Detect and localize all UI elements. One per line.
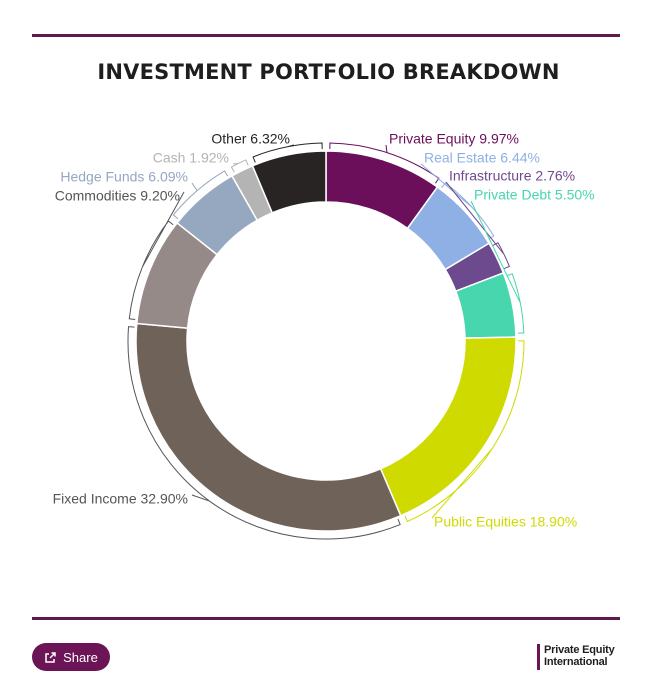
slice-label-hedge-funds: Hedge Funds 6.09%: [60, 169, 188, 185]
slice-labels-layer: Private Equity 9.97% Real Estate 6.44% Inf…: [53, 131, 595, 530]
slice-label-commodities: Commodities 9.20%: [55, 188, 180, 204]
share-button[interactable]: Share: [32, 643, 110, 671]
chart-title: INVESTMENT PORTFOLIO BREAKDOWN: [97, 60, 560, 84]
slice-label-fixed-income: Fixed Income 32.90%: [53, 491, 188, 507]
slice-label-public-equities: Public Equities 18.90%: [434, 514, 577, 530]
slices-layer: [135, 150, 517, 532]
leader-lines-layer: [127, 142, 525, 540]
brand-line-1: Private Equity: [544, 644, 615, 656]
leader-line-cash: [230, 159, 249, 173]
leader-line-real-estate: [420, 163, 495, 240]
leader-line-public-equities: [404, 340, 525, 523]
leader-line-commodities: [128, 191, 185, 320]
leader-line-hedge-funds: [172, 170, 229, 220]
slice-fixed-income[interactable]: [135, 322, 402, 532]
share-icon: [45, 651, 56, 663]
bottom-divider: [32, 617, 620, 620]
brand-line-2: International: [544, 656, 608, 668]
slice-label-cash: Cash 1.92%: [153, 150, 229, 166]
slice-public-equities[interactable]: [379, 336, 517, 517]
slice-label-private-equity: Private Equity 9.97%: [389, 131, 519, 147]
leader-line-infrastructure: [445, 181, 511, 270]
brand-logo: Private Equity International: [537, 644, 615, 670]
leader-line-other: [252, 142, 323, 163]
share-label: Share: [63, 649, 98, 665]
leader-line-private-debt: [470, 200, 525, 334]
slice-label-infrastructure: Infrastructure 2.76%: [449, 168, 575, 184]
slice-label-other: Other 6.32%: [211, 131, 290, 147]
leader-line-fixed-income: [127, 326, 401, 540]
top-divider: [32, 34, 620, 37]
slice-other[interactable]: [251, 150, 327, 214]
slice-label-private-debt: Private Debt 5.50%: [474, 187, 595, 203]
slice-label-real-estate: Real Estate 6.44%: [424, 150, 540, 166]
